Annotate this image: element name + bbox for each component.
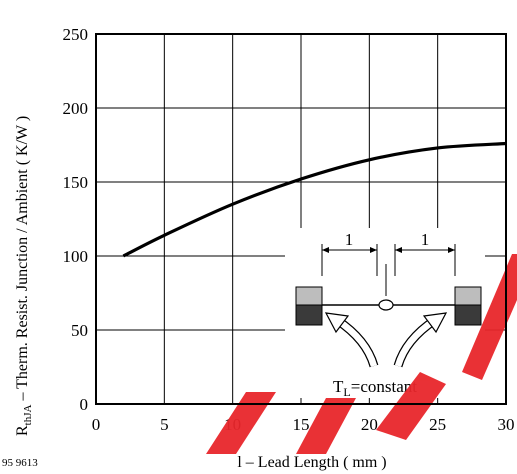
heat-arrowhead-right xyxy=(422,312,448,334)
x-tick-label: 25 xyxy=(429,415,446,434)
x-tick-label: 20 xyxy=(361,415,378,434)
dim-label-right: 1 xyxy=(421,230,430,249)
diode-body xyxy=(378,299,394,311)
condition-label: TL=constant xyxy=(333,377,417,399)
watermark-stroke xyxy=(296,398,356,454)
y-axis-label: RthJA – Therm. Resist. Junction / Ambien… xyxy=(14,116,34,436)
x-tick-label: 15 xyxy=(293,415,310,434)
arrowhead xyxy=(395,247,402,253)
lead-length-inset: 1 1 TL=constant xyxy=(285,228,485,399)
figure-id: 95 9613 xyxy=(2,457,38,469)
left-clamp-upper xyxy=(295,286,323,306)
y-tick-label: 100 xyxy=(63,247,89,266)
y-tick-label: 0 xyxy=(80,395,89,414)
right-clamp-upper xyxy=(454,286,482,306)
arrowhead xyxy=(448,247,455,253)
watermark-stroke xyxy=(376,372,446,440)
x-tick-label: 0 xyxy=(92,415,101,434)
right-clamp-lower xyxy=(454,304,482,326)
arrowhead xyxy=(370,247,377,253)
dim-label-left: 1 xyxy=(345,230,354,249)
watermark-stroke xyxy=(462,254,517,380)
plot-frame xyxy=(95,33,507,405)
heat-arrowhead-left xyxy=(324,312,350,334)
watermark-logo xyxy=(206,254,517,454)
y-tick-label: 50 xyxy=(71,321,88,340)
x-tick-label: 30 xyxy=(498,415,515,434)
arrowhead xyxy=(322,247,329,253)
y-tick-label: 250 xyxy=(63,25,89,44)
x-tick-label: 5 xyxy=(160,415,169,434)
left-clamp-lower xyxy=(295,304,323,326)
y-tick-label: 150 xyxy=(63,173,89,192)
y-tick-label: 200 xyxy=(63,99,89,118)
watermark-stroke xyxy=(206,392,276,454)
series-layer xyxy=(122,141,507,258)
thermal-resistance-curve xyxy=(122,141,507,258)
x-axis-label: l – Lead Length ( mm ) xyxy=(237,454,386,471)
